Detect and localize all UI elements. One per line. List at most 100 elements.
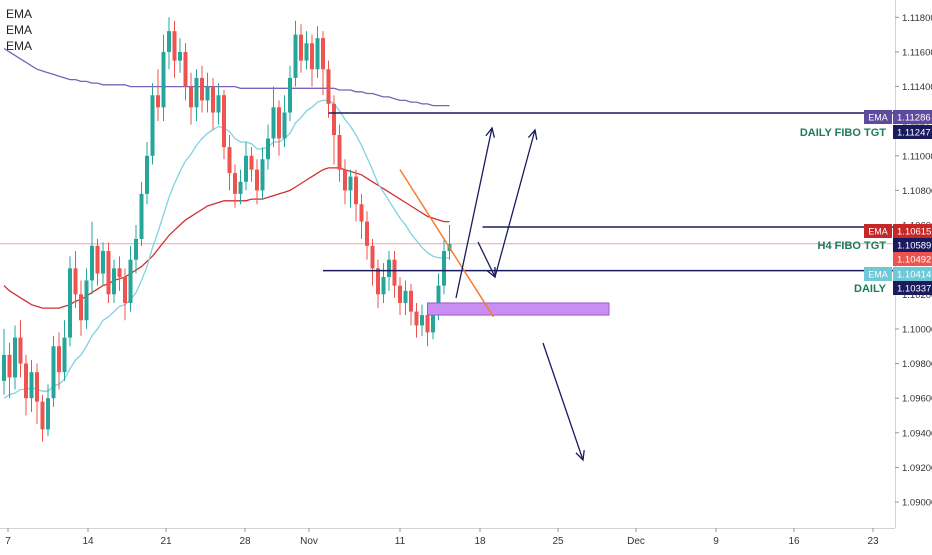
price-tick-label: 1.10800 — [902, 186, 932, 197]
time-tick-label: Nov — [300, 536, 318, 547]
candle-body — [255, 169, 259, 191]
candle-body — [73, 268, 78, 295]
legend-ema-3[interactable]: EMA — [6, 39, 33, 53]
legend-ema-2[interactable]: EMA — [6, 23, 33, 37]
time-tick-label: Dec — [627, 536, 645, 547]
candle-body — [392, 259, 397, 286]
candle-body — [128, 259, 133, 303]
candle-body — [370, 245, 375, 269]
candle-body — [337, 135, 342, 170]
candle-body — [315, 38, 320, 70]
price-tag-value: 1.10615 — [897, 227, 931, 238]
ema-tag-text: EMA — [868, 270, 888, 280]
projection-arrow-down — [542, 342, 584, 461]
candle-body — [200, 77, 204, 101]
candle-body — [365, 221, 369, 246]
candle-body — [398, 285, 402, 303]
candle-body — [46, 398, 50, 430]
price-tag — [893, 252, 932, 266]
demand-zone — [427, 302, 610, 316]
candle-body — [299, 34, 303, 61]
candle-body — [442, 251, 446, 286]
legend-ema-1[interactable]: EMA — [6, 7, 33, 21]
candle-body — [145, 155, 149, 194]
price-tick-label: 1.11000 — [902, 151, 932, 162]
time-tick-label: 25 — [552, 536, 564, 547]
candle-body — [249, 155, 254, 170]
time-tick-label: 18 — [474, 536, 486, 547]
candle-body — [2, 354, 6, 381]
candle-body — [35, 372, 39, 402]
price-tag — [893, 125, 932, 139]
indicator-legend: EMA EMA EMA — [6, 6, 32, 54]
candle-body — [139, 193, 144, 239]
candle-body — [167, 31, 171, 52]
projection-arrow-up-1 — [455, 127, 493, 299]
candle-body — [266, 138, 270, 160]
price-tick-label: 1.09400 — [902, 428, 932, 439]
candle-body — [233, 173, 237, 194]
candle-body — [321, 38, 325, 70]
candle-body — [376, 268, 380, 295]
candle-body — [271, 107, 276, 139]
candle-body — [409, 290, 413, 312]
time-tick-label: 28 — [239, 536, 251, 547]
candle-body — [244, 155, 248, 182]
candle-body — [310, 43, 314, 70]
candle-body — [359, 204, 364, 222]
price-tick-label: 1.11800 — [902, 13, 932, 24]
time-tick-label: 16 — [788, 536, 800, 547]
candle-body — [68, 268, 72, 338]
price-tag — [893, 110, 932, 124]
trendline — [399, 169, 495, 318]
projection-arrow-up-2 — [494, 129, 536, 278]
candle-body — [123, 276, 127, 303]
candle-body — [332, 103, 336, 136]
time-tick-label: 23 — [867, 536, 879, 547]
candle-body — [194, 77, 199, 108]
target-label: DAILY — [854, 283, 887, 295]
candle-body — [420, 315, 424, 326]
ema-mid-line — [3, 167, 450, 309]
price-tag-value: 1.10337 — [897, 284, 931, 295]
candle-body — [62, 337, 67, 373]
candle-body — [156, 95, 160, 108]
projection-arrow-up-1-head — [485, 126, 496, 138]
candle-body — [211, 86, 215, 113]
candle-body — [106, 251, 111, 295]
time-tick-label: 9 — [713, 536, 719, 547]
candle-body — [326, 69, 331, 104]
candle-body — [343, 169, 347, 191]
price-tag — [893, 281, 932, 295]
candle-body — [40, 401, 45, 430]
candle-body — [84, 280, 89, 321]
time-tick-label: 14 — [82, 536, 94, 547]
time-tick-label: 21 — [160, 536, 172, 547]
price-tag-value: 1.10492 — [897, 255, 931, 266]
ema-slow-line — [3, 47, 450, 107]
candle-body — [101, 251, 105, 274]
candle-body — [134, 238, 138, 260]
price-tick-label: 1.11600 — [902, 47, 932, 58]
candle-body — [13, 337, 17, 378]
candle-body — [51, 346, 56, 399]
candle-body — [57, 346, 61, 373]
price-tag-value: 1.11247 — [897, 128, 931, 139]
candle-body — [436, 285, 441, 312]
candle-body — [29, 372, 34, 399]
candle-body — [381, 276, 386, 295]
candle-body — [431, 311, 435, 333]
price-tag — [893, 224, 932, 238]
time-tick-label: 11 — [395, 536, 406, 547]
price-tag — [893, 267, 932, 281]
price-tick-label: 1.09800 — [902, 359, 932, 370]
price-tag — [893, 238, 932, 252]
price-tag-value: 1.10414 — [897, 270, 931, 281]
ema-fast-line — [3, 99, 450, 399]
candle-body — [216, 95, 221, 113]
ema-tag — [864, 267, 892, 281]
candle-body — [260, 159, 265, 191]
candle-body — [161, 51, 166, 108]
